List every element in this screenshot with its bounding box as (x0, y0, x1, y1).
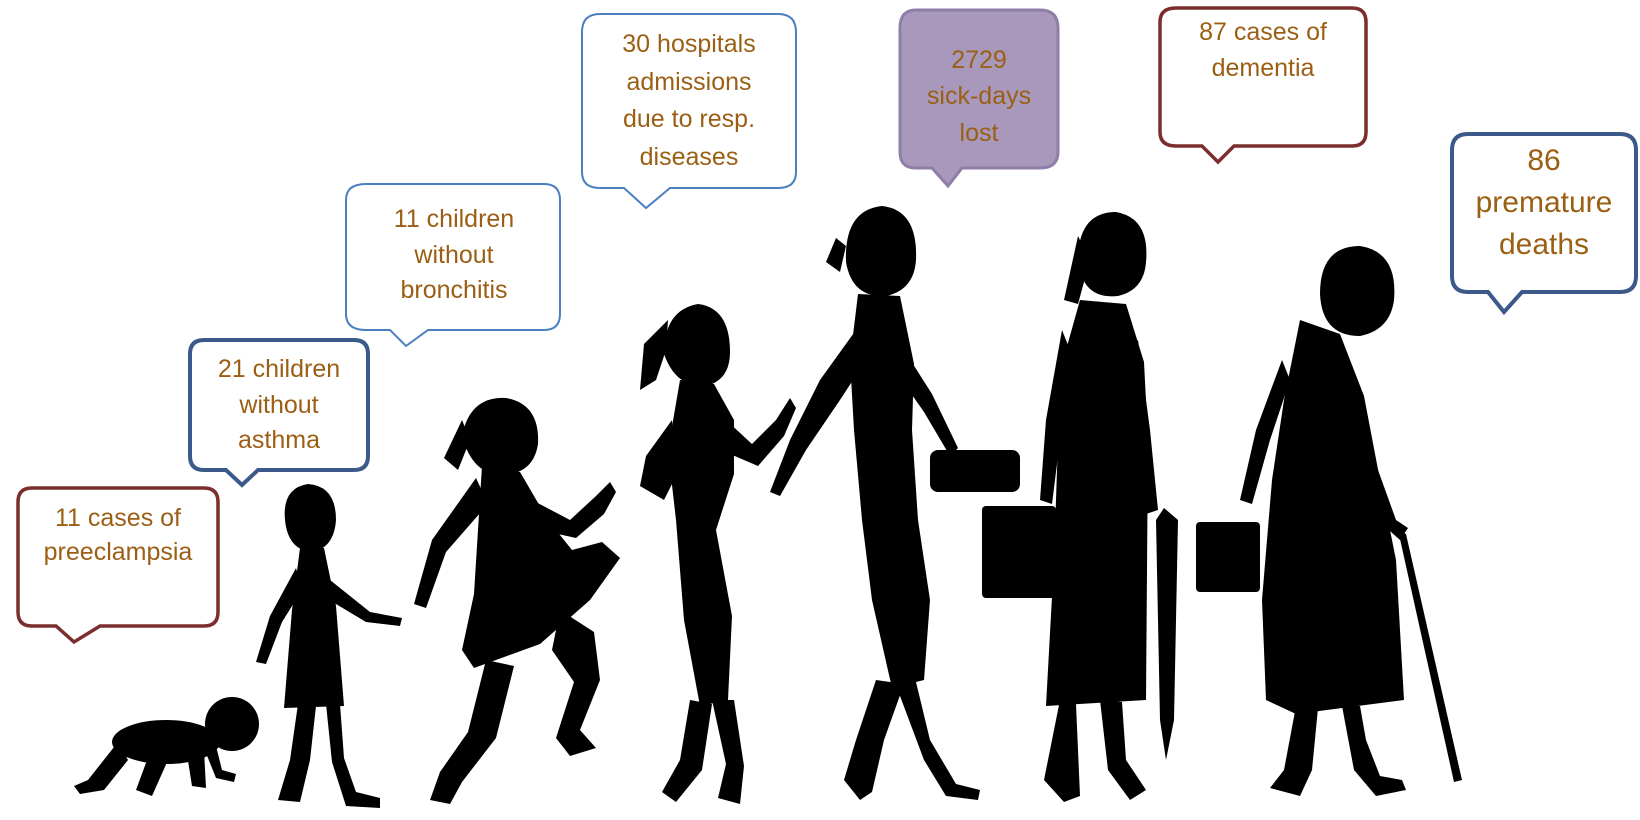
teen-girl-silhouette (640, 304, 796, 804)
bubble-sickdays-text: 2729 sick-days lost (926, 46, 1032, 147)
toddler-girl-silhouette (256, 484, 402, 808)
bubble-bronchitis (345, 183, 561, 348)
middle-aged-woman-silhouette (982, 212, 1178, 802)
walking-woman-silhouette (770, 206, 1020, 800)
bubble-bronchitis-text: 11 children without bronchitis (393, 205, 515, 304)
bubble-hospital (581, 13, 797, 210)
bubble-asthma-text: 21 children without asthma (217, 355, 341, 454)
bubble-deaths (1450, 132, 1638, 316)
bubble-preeclampsia (16, 486, 220, 645)
bubble-dementia-text: 87 cases of dementia (1199, 18, 1327, 83)
baby-crawling-silhouette (74, 697, 259, 796)
bubble-asthma (188, 338, 370, 488)
bubble-sickdays (898, 8, 1060, 189)
bubble-hospital-text: 30 hospitals admissions due to resp. dis… (622, 30, 756, 171)
bubble-dementia (1158, 6, 1368, 165)
bubble-preeclampsia-text: 11 cases of preeclampsia (43, 504, 193, 566)
bubble-deaths-text: 86 premature deaths (1475, 144, 1613, 261)
elderly-woman-with-cane-silhouette (1196, 246, 1462, 796)
running-girl-silhouette (414, 397, 620, 804)
